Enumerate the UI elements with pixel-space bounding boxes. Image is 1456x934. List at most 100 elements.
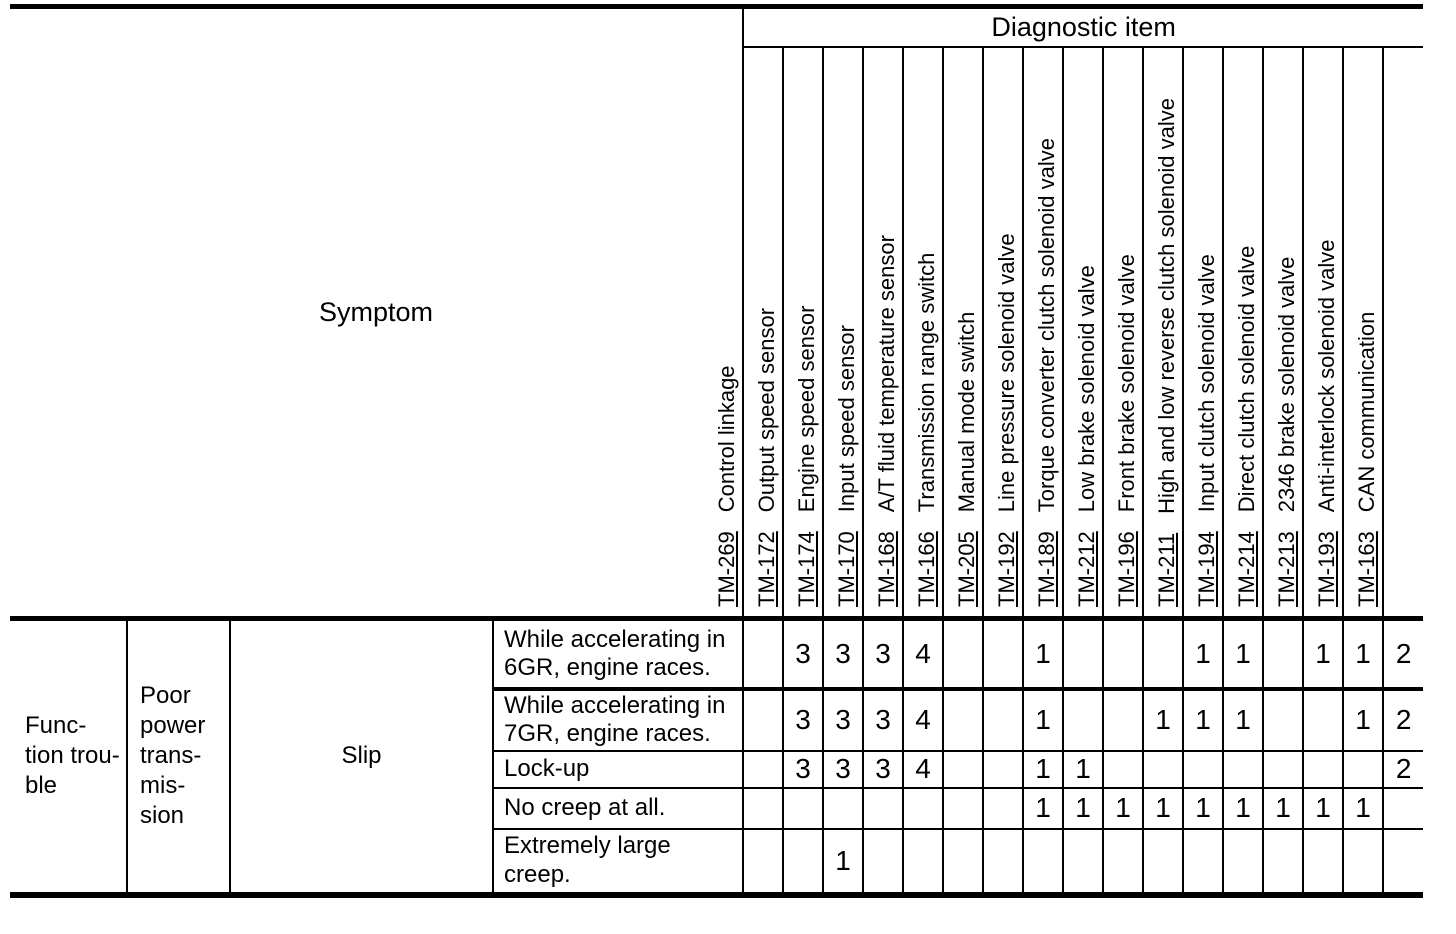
poor-power-transmission-cell: Poor power trans- mis- sion (126, 617, 231, 898)
diagnostic-item-label: Input clutch solenoid valve (1194, 254, 1220, 513)
value-cell: 3 (822, 687, 865, 752)
value-cell: 1 (1022, 687, 1065, 752)
rotated-column-label: TM-212 Low brake solenoid valve (1069, 50, 1105, 616)
value-cell (782, 827, 825, 898)
diagnostic-item-label: Control linkage (714, 365, 740, 513)
value-cell: 1 (1302, 617, 1345, 691)
value-cell (1382, 827, 1424, 898)
diagnostic-column-tm-193: TM-193 Anti-interlock solenoid valve (1314, 45, 1385, 621)
value-cell (1062, 687, 1105, 752)
symptom-row: Extremely large creep. 1 (10, 827, 1424, 898)
value-cell (942, 617, 985, 691)
tm-page-link[interactable]: TM-170 (834, 531, 860, 607)
symptom-row: While accelerating in 7GR, engine races.… (10, 687, 1424, 752)
tm-page-link[interactable]: TM-193 (1314, 531, 1340, 607)
symptom-header: Symptom (10, 4, 745, 621)
value-cell (742, 786, 785, 830)
value-cell: 4 (902, 617, 945, 691)
value-cell (742, 827, 785, 898)
value-cell: 3 (822, 749, 865, 789)
diagnostic-item-label: Front brake solenoid valve (1114, 254, 1140, 513)
tm-page-link[interactable]: TM-174 (794, 531, 820, 607)
rotated-column-label: TM-194 Input clutch solenoid valve (1189, 50, 1225, 616)
rotated-column-label: TM-174 Engine speed sensor (789, 50, 825, 616)
value-cell (1262, 617, 1305, 691)
value-cell (1062, 827, 1105, 898)
value-cell: 1 (1182, 786, 1225, 830)
value-cell: 3 (822, 617, 865, 691)
tm-page-link[interactable]: TM-211 (1154, 532, 1180, 607)
value-cell (742, 687, 785, 752)
value-cell: 1 (1222, 687, 1265, 752)
value-cell (1182, 749, 1225, 789)
value-cell: 1 (1342, 786, 1385, 830)
value-cell (1302, 687, 1345, 752)
diagnostic-column-tm-170: TM-170 Input speed sensor (834, 45, 905, 621)
tm-page-link[interactable]: TM-213 (1274, 531, 1300, 607)
rotated-column-label: TM-168 A/T fluid temperature sensor (869, 50, 905, 616)
tm-page-link[interactable]: TM-192 (994, 531, 1020, 607)
tm-page-link[interactable]: TM-205 (954, 531, 980, 607)
diagnostic-column-tm-163: TM-163 CAN communication (1354, 45, 1424, 621)
value-cell: 2 (1382, 749, 1424, 789)
rotated-column-label: TM-192 Line pressure solenoid valve (989, 50, 1025, 616)
value-cell (1142, 827, 1185, 898)
value-cell: 1 (1182, 617, 1225, 691)
diagnostic-column-tm-212: TM-212 Low brake solenoid valve (1074, 45, 1145, 621)
value-cell: 1 (1022, 617, 1065, 691)
diagnostic-column-tm-211: TM-211 High and low reverse clutch soleno… (1154, 45, 1225, 621)
value-cell (742, 749, 785, 789)
value-cell (1142, 617, 1185, 691)
diagnostic-item-label: 2346 brake solenoid valve (1274, 256, 1300, 513)
diagnostic-item-label: Torque converter clutch solenoid valve (1034, 137, 1060, 513)
diagnostic-column-tm-174: TM-174 Engine speed sensor (794, 45, 865, 621)
value-cell: 3 (782, 749, 825, 789)
value-cell: 3 (862, 687, 905, 752)
tm-page-link[interactable]: TM-172 (754, 531, 780, 607)
rotated-column-label: TM-196 Front brake solenoid valve (1109, 50, 1145, 616)
value-cell (982, 749, 1025, 789)
diagnostic-column-tm-168: TM-168 A/T fluid temperature sensor (874, 45, 945, 621)
value-cell: 1 (1062, 749, 1105, 789)
diagnostic-column-tm-205: TM-205 Manual mode switch (954, 45, 1025, 621)
value-cell: 1 (1222, 617, 1265, 691)
value-cell (782, 786, 825, 830)
value-cell: 4 (902, 687, 945, 752)
value-cell: 1 (1342, 617, 1385, 691)
tm-page-link[interactable]: TM-212 (1074, 531, 1100, 607)
diagnostic-column-tm-269: TM-269 Control linkage (714, 45, 785, 621)
value-cell: 1 (1262, 786, 1305, 830)
tm-page-link[interactable]: TM-269 (714, 531, 740, 607)
symptom-detail-cell: Extremely large creep. (491, 827, 745, 898)
tm-page-link[interactable]: TM-163 (1354, 531, 1380, 607)
value-cell (1262, 827, 1305, 898)
value-cell (902, 827, 945, 898)
diagnostic-item-header: Diagnostic item (742, 4, 1424, 48)
rotated-column-label: TM-166 Transmission range switch (909, 50, 945, 616)
value-cell (1262, 687, 1305, 752)
symptom-detail-cell: While accelerating in 6GR, engine races. (491, 617, 745, 691)
diagnostic-column-tm-192: TM-192 Line pressure solenoid valve (994, 45, 1065, 621)
symptom-detail-cell: No creep at all. (491, 786, 745, 830)
tm-page-link[interactable]: TM-189 (1034, 531, 1060, 607)
tm-page-link[interactable]: TM-214 (1234, 531, 1260, 607)
diagnostic-column-tm-166: TM-166 Transmission range switch (914, 45, 985, 621)
rotated-column-label: TM-170 Input speed sensor (829, 50, 865, 616)
value-cell (1102, 749, 1145, 789)
tm-page-link[interactable]: TM-196 (1114, 531, 1140, 607)
tm-page-link[interactable]: TM-166 (914, 531, 940, 607)
tm-page-link[interactable]: TM-168 (874, 531, 900, 607)
symptom-detail-cell: Lock-up (491, 749, 745, 789)
value-cell: 1 (1182, 687, 1225, 752)
rotated-column-label: TM-172 Output speed sensor (749, 50, 785, 616)
value-cell (1022, 827, 1065, 898)
symptom-diagnostic-table: Symptom Diagnostic item TM-269 Control li… (10, 4, 1424, 898)
rotated-column-label: TM-214 Direct clutch solenoid valve (1229, 50, 1265, 616)
rotated-column-label: TM-205 Manual mode switch (949, 50, 985, 616)
diagnostic-column-tm-213: TM-213 2346 brake solenoid valve (1274, 45, 1345, 621)
tm-page-link[interactable]: TM-194 (1194, 531, 1220, 607)
value-cell (982, 827, 1025, 898)
diagnostic-column-tm-194: TM-194 Input clutch solenoid valve (1194, 45, 1265, 621)
diagnostic-item-label: Low brake solenoid valve (1074, 265, 1100, 513)
value-cell: 1 (1142, 786, 1185, 830)
